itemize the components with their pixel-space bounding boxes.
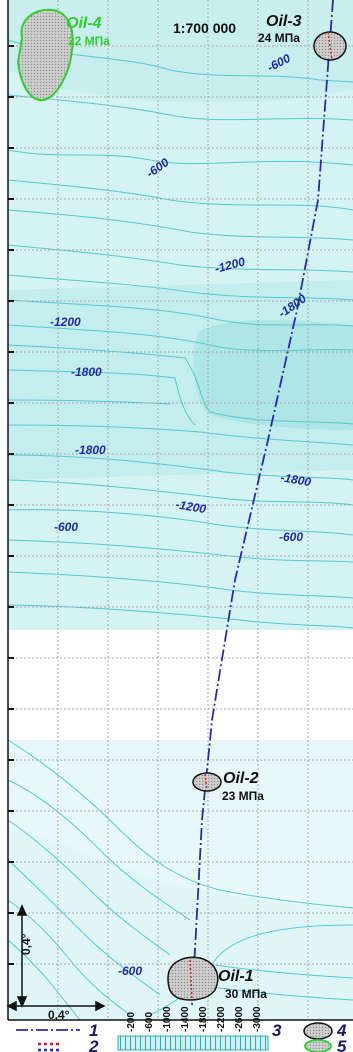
contour-label: -600 bbox=[54, 520, 78, 534]
contour-label: -1800 bbox=[279, 470, 312, 489]
contour-label: -1200 bbox=[50, 315, 81, 329]
depth-scale-label: -3000 bbox=[252, 1006, 263, 1032]
depth-scale-label: -200 bbox=[126, 1012, 137, 1032]
deposit-oil-2-shape bbox=[192, 772, 222, 792]
legend-label-3: 3 bbox=[272, 1021, 282, 1040]
deposit-oil-1-shape bbox=[167, 956, 219, 1001]
grid-horizontal-label: 0,4° bbox=[48, 1008, 70, 1022]
depth-scale-label: -1800 bbox=[198, 1006, 209, 1032]
depth-scale-labels: -200 -600 -1000 -1400 -1800 -2200 -2600 … bbox=[126, 1006, 263, 1032]
legend-deposit-symbol bbox=[303, 1022, 333, 1040]
oil-4-name: Oil-4 bbox=[66, 15, 102, 32]
frame-ticks bbox=[7, 0, 353, 1021]
isolines bbox=[7, 39, 353, 1021]
legend: 1 2 -200 -600 -1000 -1400 -1800 -2200 -2… bbox=[16, 1006, 347, 1052]
contour-label: -600 bbox=[279, 530, 303, 544]
depth-scale-label: -1000 bbox=[162, 1006, 173, 1032]
contour-labels: -600 -600 -1200 -1200 -1800 -1800 -1800 … bbox=[50, 51, 312, 978]
depth-color-bar bbox=[117, 1035, 269, 1051]
depth-scale-label: -1400 bbox=[180, 1006, 191, 1032]
legend-label-1: 1 bbox=[89, 1021, 98, 1040]
deposit-oil-4-shape bbox=[16, 8, 74, 102]
profile-line bbox=[191, 0, 334, 1006]
grid-spacing-indicator bbox=[6, 904, 106, 1012]
legend-label-5: 5 bbox=[337, 1037, 347, 1052]
contour-label: -1800 bbox=[75, 443, 106, 457]
oil-2-name: Oil-2 bbox=[223, 770, 259, 787]
contour-label: -1200 bbox=[174, 497, 207, 516]
grid-vertical-label: 0,4° bbox=[19, 933, 33, 955]
legend-label-4: 4 bbox=[336, 1021, 347, 1040]
deposit-oil-3-shape bbox=[313, 31, 347, 61]
coordinate-grid bbox=[8, 0, 353, 1020]
depth-scale-label: -2200 bbox=[216, 1006, 227, 1032]
oil-1-name: Oil-1 bbox=[218, 968, 254, 985]
contour-label: -1800 bbox=[71, 365, 102, 379]
depth-scale-label: -600 bbox=[144, 1012, 155, 1032]
scale-label: 1:700 000 bbox=[173, 20, 236, 36]
legend-label-2: 2 bbox=[88, 1037, 99, 1052]
depth-fill-zones bbox=[8, 0, 353, 1020]
contour-label: -600 bbox=[118, 964, 142, 978]
legend-oil-4-symbol bbox=[304, 1039, 332, 1052]
oil-2-pressure: 23 МПа bbox=[222, 789, 264, 803]
oil-3-pressure: 24 МПа bbox=[258, 31, 300, 45]
oil-3-name: Oil-3 bbox=[266, 13, 302, 30]
oil-4-pressure: 22 МПа bbox=[68, 34, 110, 48]
depth-scale-label: -2600 bbox=[234, 1006, 245, 1032]
oil-1-pressure: 30 МПа bbox=[225, 987, 267, 1001]
